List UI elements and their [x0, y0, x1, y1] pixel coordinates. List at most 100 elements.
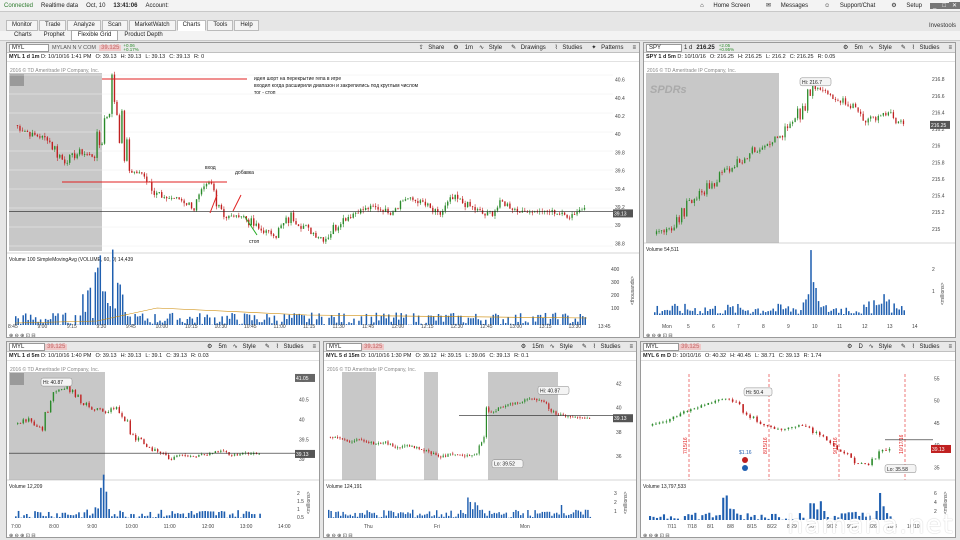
- close-button[interactable]: ✕: [948, 2, 960, 9]
- patterns-button[interactable]: ✦ Patterns: [591, 45, 624, 51]
- myl-daily-chart-canvas[interactable]: 55504540357/15/168/15/169/15/1610/17/16H…: [641, 342, 956, 538]
- settings-icon[interactable]: ⚙: [843, 45, 849, 51]
- aggregation-button[interactable]: 15m: [532, 343, 544, 350]
- symbol-input[interactable]: SPY: [646, 43, 682, 52]
- drawings-icon[interactable]: ✎: [264, 344, 270, 350]
- menu-icon[interactable]: ≡: [632, 44, 636, 51]
- symbol-input[interactable]: MYL: [326, 342, 362, 351]
- drawings-button[interactable]: ✎ Drawings: [511, 45, 546, 51]
- symbol-input[interactable]: MYL: [9, 43, 49, 52]
- menu-monitor[interactable]: Monitor: [6, 20, 39, 31]
- candle-body: [250, 453, 252, 455]
- studies-button[interactable]: ⌇ Studies: [911, 344, 940, 350]
- share-button[interactable]: ⇪ Share: [418, 45, 445, 51]
- volume-bar: [589, 516, 592, 518]
- aggregation-button[interactable]: D: [858, 343, 863, 350]
- aggregation-button[interactable]: 5m: [218, 343, 227, 350]
- candle-body: [476, 209, 479, 211]
- candle-body: [812, 80, 814, 96]
- candle-body: [17, 422, 19, 424]
- price-label-box: [930, 120, 950, 129]
- aggregation-button[interactable]: 1m: [464, 44, 474, 51]
- menu-icon[interactable]: ≡: [312, 343, 316, 350]
- symbol-input[interactable]: MYL: [643, 342, 679, 351]
- settings-icon[interactable]: ⚙: [847, 344, 853, 350]
- volume-bar: [549, 318, 552, 325]
- setup-button[interactable]: ⚙ Setup: [883, 2, 930, 9]
- main-chart-canvas[interactable]: 2016 © TD Ameritrade IP Company, Inc. 40.…: [7, 43, 640, 338]
- candle-body: [690, 409, 692, 412]
- candle-body: [162, 453, 164, 454]
- settings-icon[interactable]: ⚙: [207, 344, 213, 350]
- menu-tools[interactable]: Tools: [207, 20, 234, 31]
- volume-bar: [116, 516, 119, 518]
- volume-bar: [181, 321, 184, 325]
- candle-body: [267, 230, 270, 232]
- investools-link[interactable]: Investools: [928, 22, 956, 29]
- spy-chart-canvas[interactable]: 2016 © TD Ameritrade IP Company, Inc. SPD…: [644, 43, 956, 338]
- volume-bar: [171, 511, 174, 518]
- volume-bar: [91, 513, 94, 518]
- drawings-icon[interactable]: ✎: [900, 45, 906, 51]
- studies-button[interactable]: ⌇ Studies: [275, 344, 304, 350]
- support-chat-button[interactable]: ☺ Support/Chat: [816, 3, 883, 9]
- drawings-icon[interactable]: ✎: [900, 344, 906, 350]
- volume-bar: [149, 322, 151, 325]
- candle-body: [217, 451, 219, 453]
- drawings-icon[interactable]: ✎: [581, 344, 587, 350]
- subtab-charts[interactable]: Charts: [14, 32, 32, 38]
- account-label[interactable]: Account:: [145, 2, 169, 9]
- candle-body: [337, 227, 340, 231]
- candle-body: [853, 457, 856, 464]
- y-tick-label: 50: [934, 399, 940, 405]
- subtab-flexible-grid[interactable]: Flexible Grid: [70, 30, 119, 41]
- volume-bar: [340, 515, 342, 518]
- myl-15m-chart-canvas[interactable]: 2016 © TD Ameritrade IP Company, Inc. 42 4…: [324, 342, 637, 538]
- style-button[interactable]: ∿ Style: [868, 45, 892, 51]
- volume-bar: [412, 509, 414, 518]
- volume-bar: [845, 307, 848, 315]
- messages-button[interactable]: ✉ Messages: [758, 2, 816, 9]
- volume-bar: [771, 513, 774, 520]
- studies-button[interactable]: ⌇ Studies: [592, 344, 621, 350]
- menu-help[interactable]: Help: [234, 20, 259, 31]
- style-button[interactable]: ∿ Style: [232, 344, 256, 350]
- subtab-prophet[interactable]: Prophet: [43, 32, 65, 38]
- style-button[interactable]: ∿ Style: [868, 344, 892, 350]
- volume-bar: [113, 514, 116, 518]
- menu-marketwatch[interactable]: MarketWatch: [128, 20, 176, 31]
- candle-body: [802, 106, 804, 120]
- candle-body: [881, 449, 884, 452]
- candle-body: [384, 208, 387, 212]
- menu-trade[interactable]: Trade: [39, 20, 67, 31]
- menu-icon[interactable]: ≡: [629, 343, 633, 350]
- candle-body: [287, 217, 290, 223]
- studies-button[interactable]: ⌇ Studies: [554, 45, 583, 51]
- symbol-input[interactable]: MYL: [9, 342, 45, 351]
- volume-bar: [835, 308, 837, 315]
- maximize-button[interactable]: □: [939, 2, 949, 9]
- volume-bar: [186, 319, 189, 325]
- menu-icon[interactable]: ≡: [948, 343, 952, 350]
- aggregation-button[interactable]: 5m: [854, 44, 863, 51]
- candle-body: [553, 210, 556, 214]
- volume-bar: [470, 318, 472, 325]
- candle-body: [486, 211, 489, 216]
- home-screen-button[interactable]: ⌂ Home Screen: [692, 3, 758, 9]
- style-button[interactable]: ∿ Style: [479, 45, 503, 51]
- entry-arrow: [209, 194, 218, 214]
- settings-icon[interactable]: ⚙: [520, 344, 527, 350]
- candle-body: [69, 385, 71, 393]
- settings-icon[interactable]: ⚙: [453, 45, 459, 51]
- candle-body: [339, 437, 341, 439]
- studies-button[interactable]: ⌇ Studies: [911, 45, 940, 51]
- subtab-product-depth[interactable]: Product Depth: [124, 32, 163, 38]
- volume-bar: [392, 512, 395, 518]
- volume-bar: [785, 308, 787, 315]
- style-button[interactable]: ∿ Style: [549, 344, 573, 350]
- candle-body: [61, 154, 63, 160]
- myl-5m-chart-canvas[interactable]: 2016 © TD Ameritrade IP Company, Inc.414…: [7, 342, 320, 538]
- menu-icon[interactable]: ≡: [948, 44, 952, 51]
- minimize-button[interactable]: _: [930, 2, 940, 9]
- menu-charts[interactable]: Charts: [176, 20, 207, 31]
